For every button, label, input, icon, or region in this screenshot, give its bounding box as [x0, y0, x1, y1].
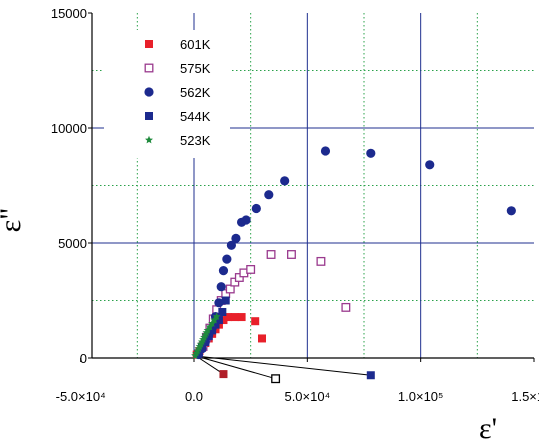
point-601K-8	[219, 316, 228, 325]
point-575K-14	[316, 256, 326, 266]
point-562K-10	[226, 240, 236, 250]
inset-marker-575K	[271, 374, 281, 384]
y-tick-label: 0	[80, 351, 87, 366]
leader-line-601K	[195, 355, 224, 375]
minor-grid	[92, 13, 534, 358]
x-tick-label: 0.0	[185, 389, 203, 404]
legend-marker-523K	[145, 135, 153, 144]
legend-label-523K: 523K	[180, 133, 211, 148]
legend-marker-575K	[144, 63, 154, 73]
point-601K-12	[251, 317, 260, 326]
point-601K-9	[224, 313, 232, 322]
y-axis-label: ε"	[0, 208, 27, 233]
x-tick-label: 1.0×10⁵	[398, 389, 444, 404]
point-601K-13	[258, 334, 266, 343]
x-tick-label: 1.5×10⁵	[511, 389, 539, 404]
point-562K-18	[366, 148, 376, 158]
point-575K-8	[230, 277, 240, 287]
inset-marker-601K	[219, 370, 228, 379]
y-tick-label: 15000	[51, 6, 87, 21]
legend-marker-544K	[145, 112, 153, 120]
point-544K-2	[201, 337, 210, 346]
point-601K-11	[237, 313, 246, 322]
leader-lines	[195, 355, 371, 380]
point-562K-14	[251, 203, 261, 214]
point-562K-6	[214, 298, 224, 308]
point-544K-6	[214, 316, 223, 325]
y-tick-label: 5000	[58, 236, 87, 251]
x-ticks: -5.0×10⁴ 0.0 5.0×10⁴ 1.0×10⁵ 1.5×10⁵	[56, 358, 539, 404]
point-575K-12	[266, 250, 276, 259]
point-544K-8	[221, 296, 230, 305]
point-562K-15	[264, 190, 274, 200]
point-562K-13	[241, 215, 251, 225]
legend: 601K 575K 562K 544K 523K	[144, 37, 211, 148]
axes	[91, 13, 534, 359]
x-axis-label: ε'	[479, 412, 497, 442]
point-575K-7	[225, 284, 235, 294]
legend-marker-562K	[144, 87, 154, 97]
point-562K-11	[231, 233, 241, 243]
point-544K-3	[204, 332, 213, 341]
leader-line-544K	[195, 355, 371, 376]
legend-background	[104, 30, 230, 158]
point-523K-15	[212, 312, 221, 320]
legend-marker-601K	[145, 40, 153, 48]
point-562K-17	[320, 146, 331, 156]
y-tick-label: 10000	[51, 121, 87, 136]
x-tick-label: 5.0×10⁴	[284, 389, 330, 404]
point-562K-19	[425, 160, 435, 170]
point-562K-16	[280, 176, 290, 186]
point-575K-9	[234, 273, 244, 282]
legend-label-575K: 575K	[180, 61, 211, 76]
x-tick-label: -5.0×10⁴	[56, 389, 106, 404]
point-575K-15	[341, 302, 351, 312]
legend-label-601K: 601K	[180, 37, 211, 52]
point-562K-8	[218, 266, 229, 276]
point-544K-5	[211, 320, 220, 329]
point-544K-4	[208, 326, 217, 335]
point-575K-11	[246, 264, 256, 274]
point-562K-7	[216, 282, 226, 292]
data-points	[191, 146, 516, 384]
point-562K-20	[506, 206, 516, 216]
point-544K-7	[218, 308, 227, 316]
legend-label-562K: 562K	[180, 85, 211, 100]
point-601K-10	[230, 313, 239, 322]
legend-label-544K: 544K	[180, 109, 211, 124]
y-ticks: 0 5000 10000 15000	[51, 6, 92, 366]
leader-line-575K	[195, 355, 276, 380]
point-575K-13	[287, 250, 296, 259]
inset-marker-544K	[366, 371, 375, 380]
point-562K-9	[222, 254, 232, 264]
